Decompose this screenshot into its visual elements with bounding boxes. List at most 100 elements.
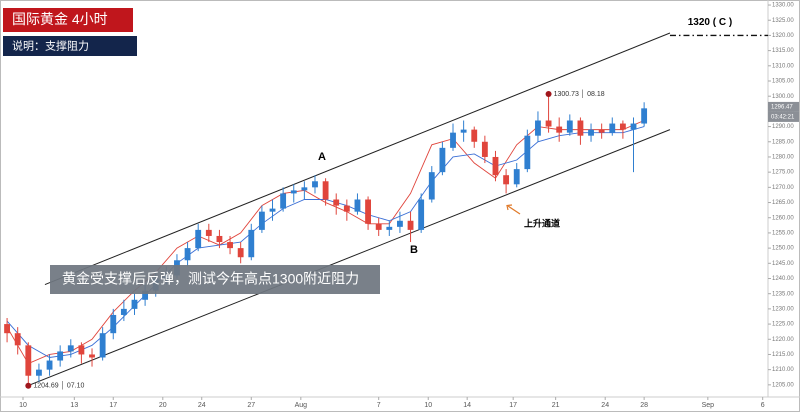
y-tick-label: 1330.00 [772, 3, 794, 9]
countdown-box [768, 111, 799, 122]
x-tick-label: 7 [377, 402, 381, 409]
candle-body [503, 175, 510, 185]
candle-body [46, 360, 53, 370]
candle-body [280, 193, 287, 209]
y-tick-label: 1315.00 [772, 48, 794, 54]
candle-body [513, 169, 520, 185]
candle-body [630, 123, 637, 130]
trend-line [29, 129, 671, 386]
candle-body [290, 190, 297, 194]
candle-body [322, 181, 329, 200]
y-tick-label: 1280.00 [772, 155, 794, 161]
y-tick-label: 1275.00 [772, 170, 794, 176]
y-tick-label: 1230.00 [772, 306, 794, 312]
y-tick-label: 1210.00 [772, 367, 794, 373]
y-tick-label: 1265.00 [772, 200, 794, 206]
candle-body [248, 229, 255, 258]
candle-body [184, 248, 191, 261]
candle-body [312, 181, 318, 188]
x-tick-label: 6 [761, 402, 765, 409]
point-label: A [318, 151, 326, 163]
chart-title: 国际黄金 4小时 [12, 11, 108, 27]
y-tick-label: 1305.00 [772, 79, 794, 85]
y-tick-label: 1215.00 [772, 352, 794, 358]
annotation-box [50, 265, 380, 294]
x-tick-label: 14 [463, 402, 471, 409]
candle-body [619, 123, 626, 130]
candle-body [460, 129, 467, 133]
candle-body [14, 333, 21, 346]
y-tick-label: 1270.00 [772, 185, 794, 191]
title-box [3, 8, 133, 32]
y-tick-label: 1290.00 [772, 124, 794, 130]
candle-body [99, 333, 106, 358]
x-tick-label: 17 [509, 402, 517, 409]
arrow-head [506, 204, 513, 211]
candle-body [481, 141, 488, 157]
candle-body [535, 120, 541, 136]
y-tick-label: 1205.00 [772, 382, 794, 388]
candle-body [428, 172, 435, 200]
x-tick-label: 20 [159, 402, 167, 409]
x-tick-label: 24 [601, 402, 609, 409]
y-tick-label: 1245.00 [772, 261, 794, 267]
point-marker [545, 90, 552, 97]
candle-body [78, 345, 85, 355]
point-marker-label: 1204.69 │ 07.10 [33, 381, 84, 391]
subtitle-box [3, 36, 137, 56]
candle-body [354, 199, 361, 212]
point-marker [25, 382, 32, 389]
candle-body [439, 147, 446, 173]
plot-area [4, 32, 768, 389]
candle-body [142, 290, 149, 300]
y-tick-label: 1255.00 [772, 231, 794, 237]
last-price-label: 1296.47 [771, 104, 793, 110]
candle-body [205, 229, 212, 236]
x-tick-label: Sep [702, 402, 715, 409]
candle-body [471, 129, 478, 142]
candle-body [524, 135, 531, 170]
candle-body [57, 351, 64, 361]
y-tick-label: 1235.00 [772, 291, 794, 297]
candle-body [333, 199, 340, 206]
candle-body [120, 308, 127, 315]
candle-body [598, 129, 605, 133]
candle-body [4, 324, 10, 334]
x-tick-label: 10 [19, 402, 27, 409]
candle-body [556, 126, 563, 133]
candle-body [609, 123, 616, 133]
point-marker-label: 1300.73 │ 08.18 [554, 89, 605, 99]
candle-body [577, 120, 584, 136]
candle-body [343, 205, 350, 212]
candle-body [258, 211, 265, 230]
y-tick-label: 1240.00 [772, 276, 794, 282]
candle-body [566, 120, 573, 133]
point-label: B [410, 244, 418, 256]
x-tick-label: 27 [247, 402, 255, 409]
y-tick-label: 1220.00 [772, 337, 794, 343]
level-label: 1320 ( C ) [688, 17, 732, 28]
candle-body [301, 187, 308, 191]
arrow [507, 205, 521, 215]
candle-body [418, 199, 425, 230]
candle-body [227, 242, 233, 249]
x-tick-label: 24 [198, 402, 206, 409]
x-tick-label: 13 [70, 402, 78, 409]
candle-body [269, 208, 276, 212]
candle-body [237, 248, 244, 258]
candle-body [67, 345, 74, 352]
trend-line [44, 32, 671, 286]
candle-body [397, 220, 403, 227]
y-tick-label: 1310.00 [772, 63, 794, 69]
countdown: 03:42:21 [771, 114, 795, 120]
candle-body [588, 129, 594, 136]
candle-body [36, 369, 42, 376]
candle-body [545, 120, 552, 127]
candle-body [25, 345, 32, 376]
y-tick-label: 1320.00 [772, 33, 794, 39]
candle-body [375, 223, 382, 230]
candle-body [131, 299, 138, 309]
x-tick-label: 17 [109, 402, 117, 409]
x-tick-label: 10 [424, 402, 432, 409]
